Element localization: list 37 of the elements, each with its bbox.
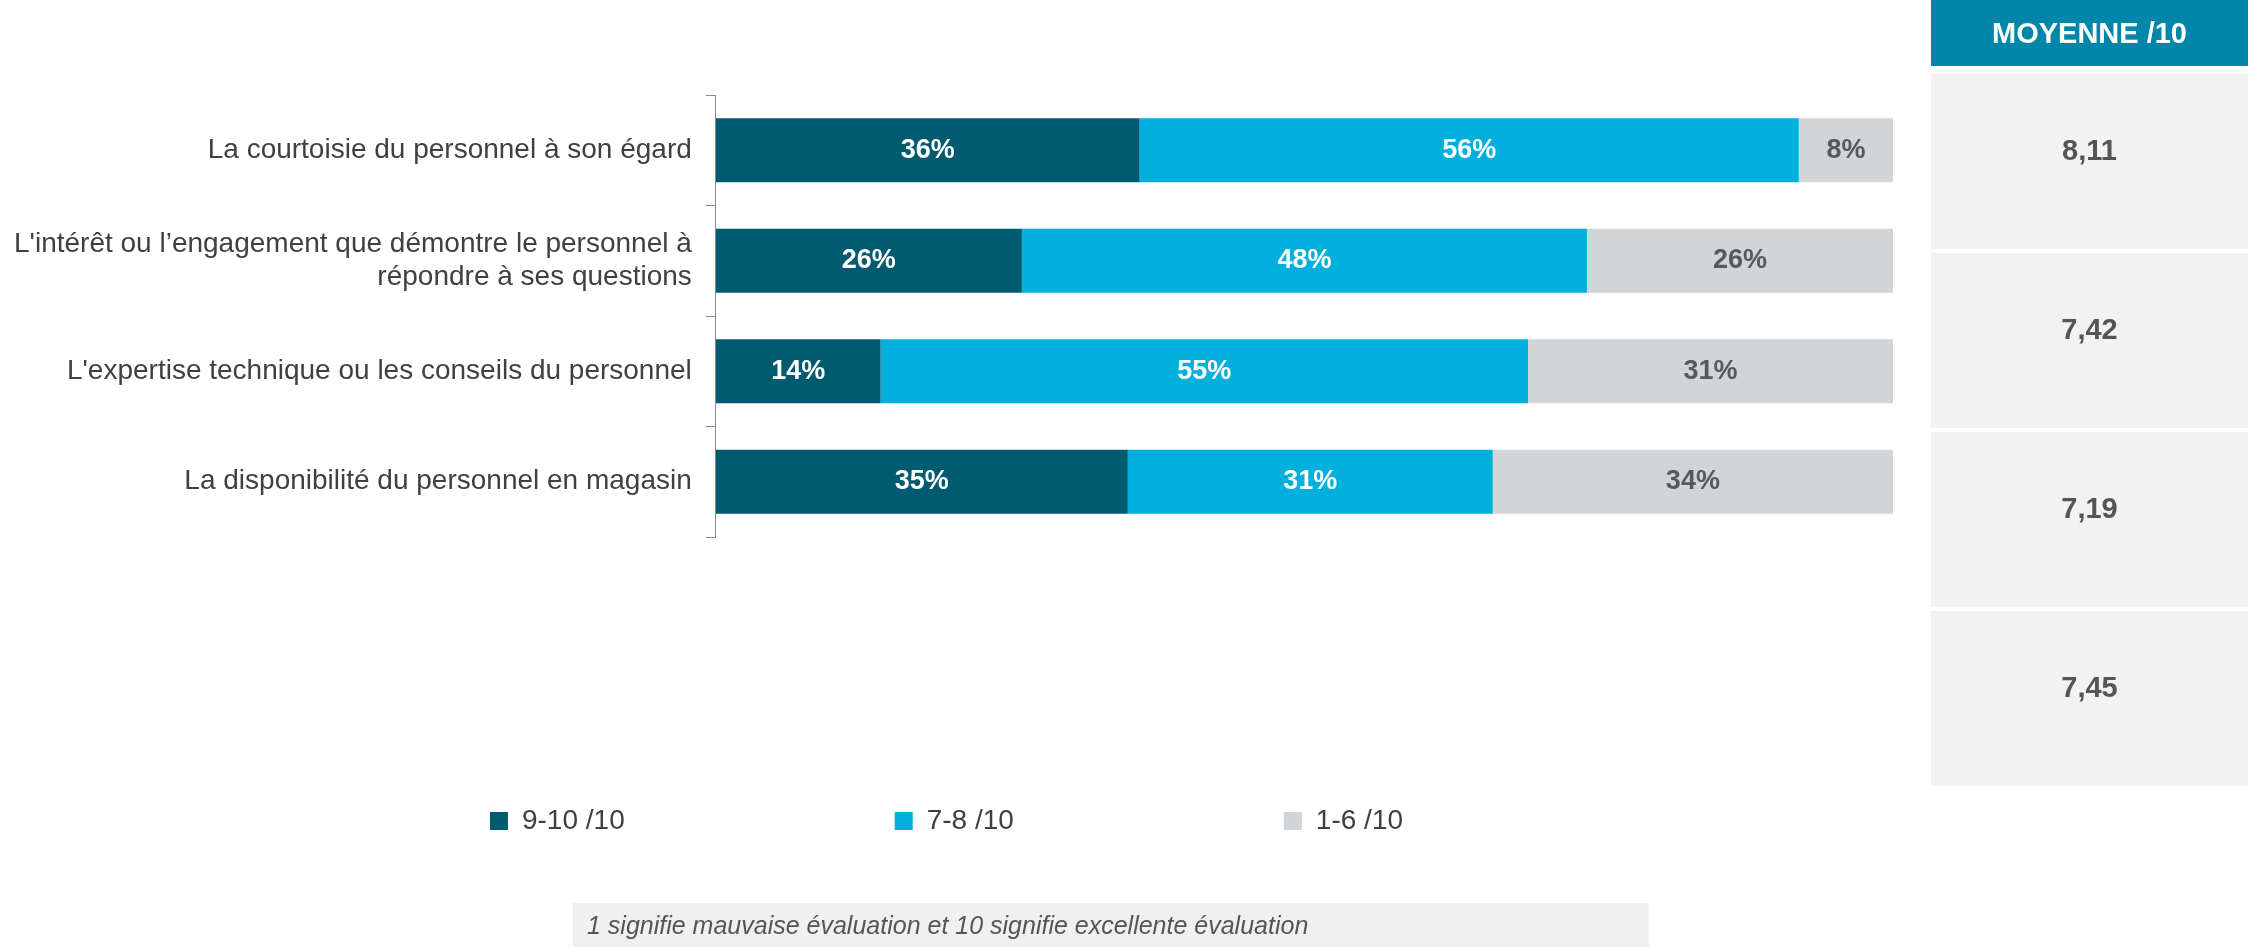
text: MOYENNE /10 [1931, 0, 2248, 66]
data-label: 31% [1283, 465, 1338, 496]
bar [715, 339, 881, 404]
y-tick-label: La courtoisie du personnel à son égard [207, 132, 692, 164]
bar [715, 228, 1022, 293]
text: 7,45 [1931, 611, 2248, 786]
bar [1492, 449, 1893, 514]
bar [1586, 228, 1893, 293]
data-label: 48% [1277, 244, 1332, 275]
text: 8,11 [1931, 74, 2248, 249]
y-tick-label: La disponibilité du personnel en magasin [184, 464, 692, 496]
data-label: 31% [1683, 354, 1738, 385]
y-tick-label: L'expertise technique ou les conseils du personnel [66, 353, 692, 385]
text: 1 signifie mauvaise évaluation et 10 signifie excellente évaluation [573, 903, 1649, 947]
data-label: 26% [1712, 244, 1767, 275]
bar [1139, 118, 1799, 183]
bar [1021, 228, 1587, 293]
data-label: 8% [1826, 133, 1866, 164]
bar [880, 339, 1529, 404]
legend-label: 1-6 /10 [1315, 803, 1404, 835]
text: 7,42 [1931, 253, 2248, 428]
bar [715, 118, 1140, 183]
data-label: 35% [894, 465, 949, 496]
data-label: 26% [841, 244, 896, 275]
data-label: 55% [1177, 354, 1232, 385]
legend-label: 7-8 /10 [926, 803, 1014, 835]
bar [1798, 118, 1893, 183]
data-label: 56% [1442, 133, 1497, 164]
data-label: 34% [1665, 465, 1720, 496]
data-label: 36% [900, 133, 955, 164]
data-label: 14% [771, 354, 826, 385]
legend-label: 9-10 /10 [521, 803, 625, 835]
bar [715, 449, 1128, 514]
y-tick-label: L'intérêt ou l’engagement que démontre le personnel à répondre à ses questions [14, 226, 693, 292]
bar [1127, 449, 1493, 514]
bar [1528, 339, 1893, 404]
text: 7,19 [1931, 432, 2248, 607]
